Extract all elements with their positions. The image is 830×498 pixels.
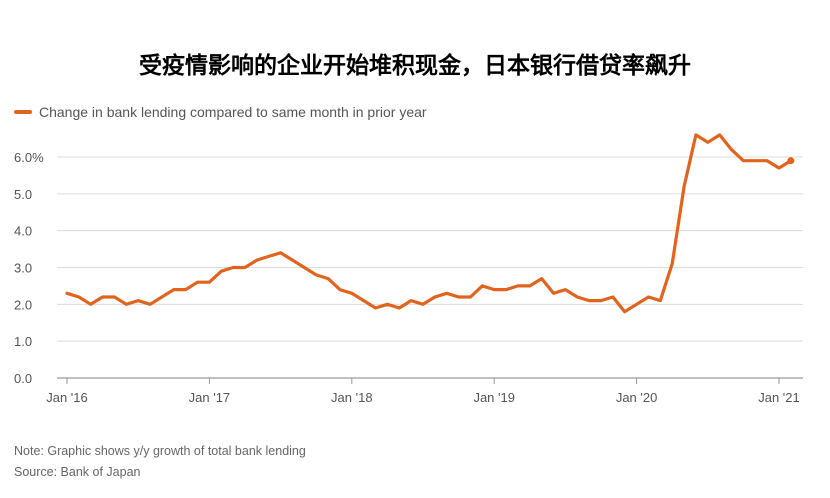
legend-swatch [14,110,32,114]
x-tick-label: Jan '19 [473,390,515,405]
y-tick-label: 3.0 [14,261,32,276]
x-axis: Jan '16 Jan '17 Jan '18 Jan '19 Jan '20 Jan '… [46,378,800,405]
x-tick-label: Jan '16 [46,390,88,405]
y-tick-label: 0.0 [14,371,32,386]
y-tick-label: 6.0% [14,150,44,165]
y-tick-label: 5.0 [14,187,32,202]
legend: Change in bank lending compared to same … [14,104,427,120]
series-line [65,133,793,314]
y-axis-ticks: 6.0% 5.0 4.0 3.0 2.0 1.0 0.0 [14,150,44,386]
y-tick-label: 2.0 [14,297,32,312]
chart-title: 受疫情影响的企业开始堆积现金，日本银行借贷率飙升 [139,53,691,79]
x-tick-label: Jan '18 [331,390,373,405]
series-layer [65,133,795,314]
x-tick-label: Jan '21 [758,390,800,405]
y-tick-label: 4.0 [14,224,32,239]
x-tick-label: Jan '17 [189,390,231,405]
footnote: Note: Graphic shows y/y growth of total … [14,444,306,458]
source-note: Source: Bank of Japan [14,465,141,479]
last-point-marker [787,157,795,165]
legend-label: Change in bank lending compared to same … [39,104,427,120]
x-tick-label: Jan '20 [616,390,658,405]
y-tick-label: 1.0 [14,334,32,349]
gridlines [57,156,803,379]
